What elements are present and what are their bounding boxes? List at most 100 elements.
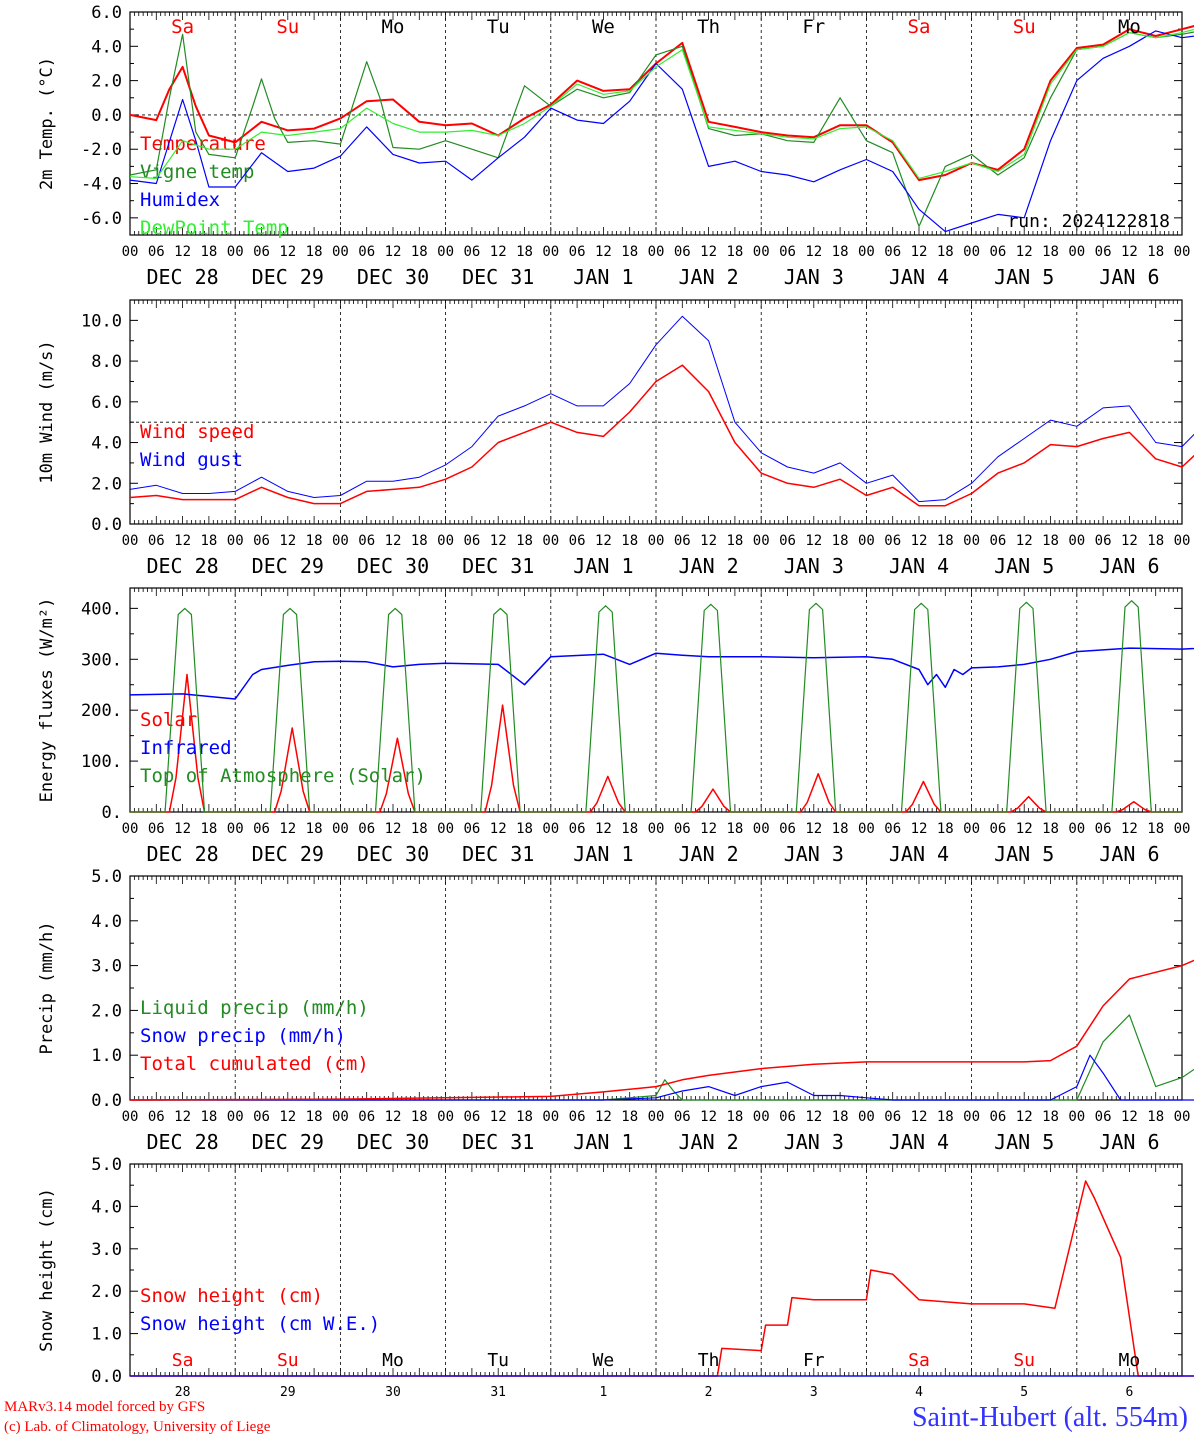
hour-tick-label: 18	[832, 244, 849, 260]
hour-tick-label: 06	[148, 821, 165, 837]
hour-tick-label: 06	[148, 244, 165, 260]
date-label: JAN 6	[1099, 1130, 1159, 1154]
hour-tick-label: 18	[1147, 533, 1164, 549]
hour-tick-label: 00	[437, 1109, 454, 1125]
hour-tick-label: 00	[648, 821, 665, 837]
hour-tick-label: 12	[385, 533, 402, 549]
hour-tick-label: 18	[411, 533, 428, 549]
legend-entry: Wind speed	[140, 421, 254, 443]
day-name-label: Tu	[487, 1350, 509, 1371]
date-label: DEC 28	[146, 1130, 218, 1154]
hour-tick-label: 18	[516, 244, 533, 260]
legend-entry: Top of Atmosphere (Solar)	[140, 765, 426, 787]
lab-credit-line: (c) Lab. of Climatology, University of L…	[4, 1419, 271, 1435]
y-tick-label: 2.0	[91, 1001, 122, 1021]
hour-tick-label: 18	[832, 533, 849, 549]
hour-tick-label: 00	[227, 244, 244, 260]
y-tick-label: 6.0	[91, 3, 122, 23]
hour-tick-label: 06	[463, 1109, 480, 1125]
legend-entry: Solar	[140, 709, 197, 731]
hour-tick-label: 18	[1147, 1109, 1164, 1125]
day-number-label: 6	[1125, 1385, 1133, 1400]
date-label: JAN 1	[573, 842, 633, 866]
hour-tick-label: 06	[674, 533, 691, 549]
hour-tick-label: 00	[227, 1109, 244, 1125]
y-tick-label: 300.	[81, 650, 122, 670]
hour-tick-label: 06	[989, 244, 1006, 260]
y-tick-label: 4.0	[91, 37, 122, 57]
hour-tick-label: 00	[332, 821, 349, 837]
hour-tick-label: 12	[174, 244, 191, 260]
hour-tick-label: 00	[858, 1109, 875, 1125]
date-label: JAN 6	[1099, 842, 1159, 866]
y-tick-label: 200.	[81, 701, 122, 721]
station-name: Saint-Hubert (alt. 554m)	[911, 1402, 1188, 1433]
hour-tick-label: 00	[1068, 1109, 1085, 1125]
hour-tick-label: 12	[1121, 533, 1138, 549]
hour-tick-label: 00	[227, 821, 244, 837]
hour-tick-label: 12	[279, 821, 296, 837]
hour-tick-label: 12	[1016, 533, 1033, 549]
hour-tick-label: 18	[621, 533, 638, 549]
y-axis-label: Snow height (cm)	[37, 1188, 57, 1352]
hour-tick-label: 00	[437, 533, 454, 549]
hour-tick-label: 00	[1068, 244, 1085, 260]
y-tick-label: 10.0	[81, 311, 122, 331]
date-label: DEC 30	[357, 554, 429, 578]
series-line-1	[129, 315, 1194, 503]
hour-tick-label: 18	[1042, 244, 1059, 260]
series-line-0	[129, 25, 1194, 182]
day-name-label: Mo	[1119, 1350, 1141, 1371]
date-label: DEC 28	[146, 842, 218, 866]
hour-tick-label: 12	[279, 244, 296, 260]
date-label: DEC 29	[252, 1130, 324, 1154]
hour-tick-label: 06	[148, 533, 165, 549]
y-tick-label: 5.0	[91, 867, 122, 887]
y-tick-label: 0.0	[91, 1367, 122, 1387]
day-name-label: We	[593, 1350, 615, 1371]
hour-tick-label: 18	[832, 821, 849, 837]
hour-tick-label: 06	[1095, 1109, 1112, 1125]
hour-tick-label: 12	[1121, 244, 1138, 260]
hour-tick-label: 06	[1095, 244, 1112, 260]
date-label: JAN 2	[678, 554, 738, 578]
hour-tick-label: 12	[911, 821, 928, 837]
y-tick-label: 100.	[81, 752, 122, 772]
hour-tick-label: 18	[1042, 821, 1059, 837]
hour-tick-label: 00	[963, 821, 980, 837]
date-label: DEC 31	[462, 554, 534, 578]
hour-tick-label: 00	[1068, 533, 1085, 549]
hour-tick-label: 06	[253, 1109, 270, 1125]
hour-tick-label: 06	[779, 821, 796, 837]
hour-tick-label: 12	[911, 1109, 928, 1125]
hour-tick-label: 06	[463, 533, 480, 549]
day-name-label: Su	[1013, 16, 1036, 38]
day-name-label: Sa	[908, 1350, 930, 1371]
hour-tick-label: 18	[306, 821, 323, 837]
hour-tick-label: 12	[279, 1109, 296, 1125]
hour-tick-label: 12	[490, 244, 507, 260]
hour-tick-label: 00	[1174, 244, 1191, 260]
hour-tick-label: 06	[1095, 821, 1112, 837]
y-tick-label: 2.0	[91, 1282, 122, 1302]
legend-entry: Snow height (cm)	[140, 1285, 323, 1307]
series-line-2	[130, 600, 1182, 813]
hour-tick-label: 12	[805, 533, 822, 549]
date-label: DEC 31	[462, 842, 534, 866]
hour-tick-label: 06	[989, 1109, 1006, 1125]
series-line-0	[130, 673, 1182, 813]
y-axis-label: Energy fluxes (W/m²)	[37, 598, 57, 803]
y-tick-label: 0.0	[91, 1091, 122, 1111]
day-number-label: 29	[280, 1385, 296, 1400]
hour-tick-label: 00	[122, 821, 139, 837]
hour-tick-label: 12	[385, 821, 402, 837]
hour-tick-label: 06	[989, 533, 1006, 549]
hour-tick-label: 18	[621, 244, 638, 260]
hour-tick-label: 00	[332, 533, 349, 549]
hour-tick-label: 18	[306, 1109, 323, 1125]
hour-tick-label: 06	[569, 1109, 586, 1125]
hour-tick-label: 12	[490, 821, 507, 837]
date-label: JAN 2	[678, 265, 738, 289]
hour-tick-label: 00	[753, 533, 770, 549]
hour-tick-label: 06	[779, 244, 796, 260]
